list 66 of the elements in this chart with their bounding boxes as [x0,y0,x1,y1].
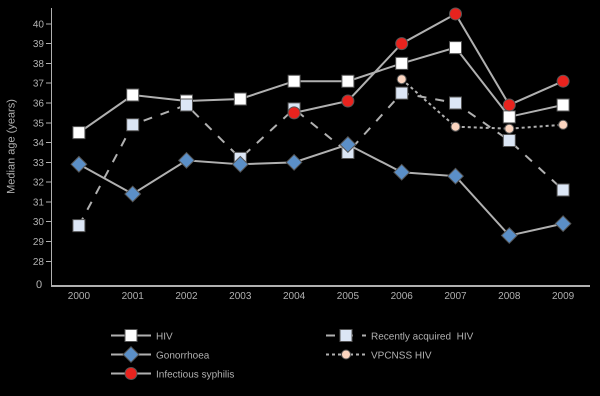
point [70,156,88,173]
y-tick-label: 39 [32,39,44,50]
point [341,74,354,88]
point [288,106,301,120]
legend-label: Gonorrhoea [156,350,210,362]
x-tick-label: 2002 [175,291,198,302]
y-tick-label: 35 [32,118,44,130]
y-tick-label: 30 [32,217,44,228]
y-tick-label: 31 [32,197,44,208]
point [556,74,570,88]
y-tick-label: 29 [32,236,44,248]
point [558,120,568,130]
point [556,98,570,112]
legend-label: Infectious syphilis [156,369,234,380]
point [504,124,514,134]
x-tick-label: 2004 [282,291,306,302]
point [501,227,518,244]
point [502,134,516,148]
point [502,110,516,124]
legend-label: Recently acquired HIV [371,331,474,342]
point [232,156,249,173]
point [556,184,570,197]
point [126,88,140,102]
point [124,186,141,202]
y-tick-label: 32 [32,178,44,189]
y-tick-label: 37 [32,78,44,90]
y-tick-label: 38 [32,58,44,70]
y-tick-label: 28 [32,256,44,268]
point [395,56,408,70]
point [72,219,86,232]
x-tick-label: 2001 [122,291,144,302]
point [554,215,572,232]
y-tick-label: 33 [32,158,44,169]
point [286,154,302,171]
point [502,98,516,112]
y-tick-label: 40 [32,19,44,30]
point [449,7,462,20]
point [447,168,464,184]
point [341,94,354,108]
x-tick-label: 2006 [390,291,414,302]
y-axis-title: Median age (years) [6,99,18,194]
text: 0 [36,279,42,291]
x-tick-label: 2000 [68,291,90,302]
point [126,118,140,132]
point [180,98,193,112]
point [234,92,247,106]
y-tick-label: 36 [32,98,44,110]
point [396,74,407,84]
x-tick-label: 2005 [336,291,360,302]
point [395,37,408,50]
point [395,86,408,100]
legend-label: VPCNSS HIV [371,350,432,362]
point [450,122,460,132]
point [393,164,410,181]
point [449,41,462,54]
y-tick-label: 34 [32,138,44,150]
x-tick-label: 2008 [498,291,521,302]
point [72,126,86,140]
point [340,136,356,153]
point [288,74,301,88]
x-tick-label: 2003 [229,291,252,302]
point [178,152,195,169]
x-tick-label: 2007 [444,291,468,302]
x-tick-label: 2009 [552,291,575,302]
legend-label: HIV [156,331,173,342]
point [449,96,462,110]
